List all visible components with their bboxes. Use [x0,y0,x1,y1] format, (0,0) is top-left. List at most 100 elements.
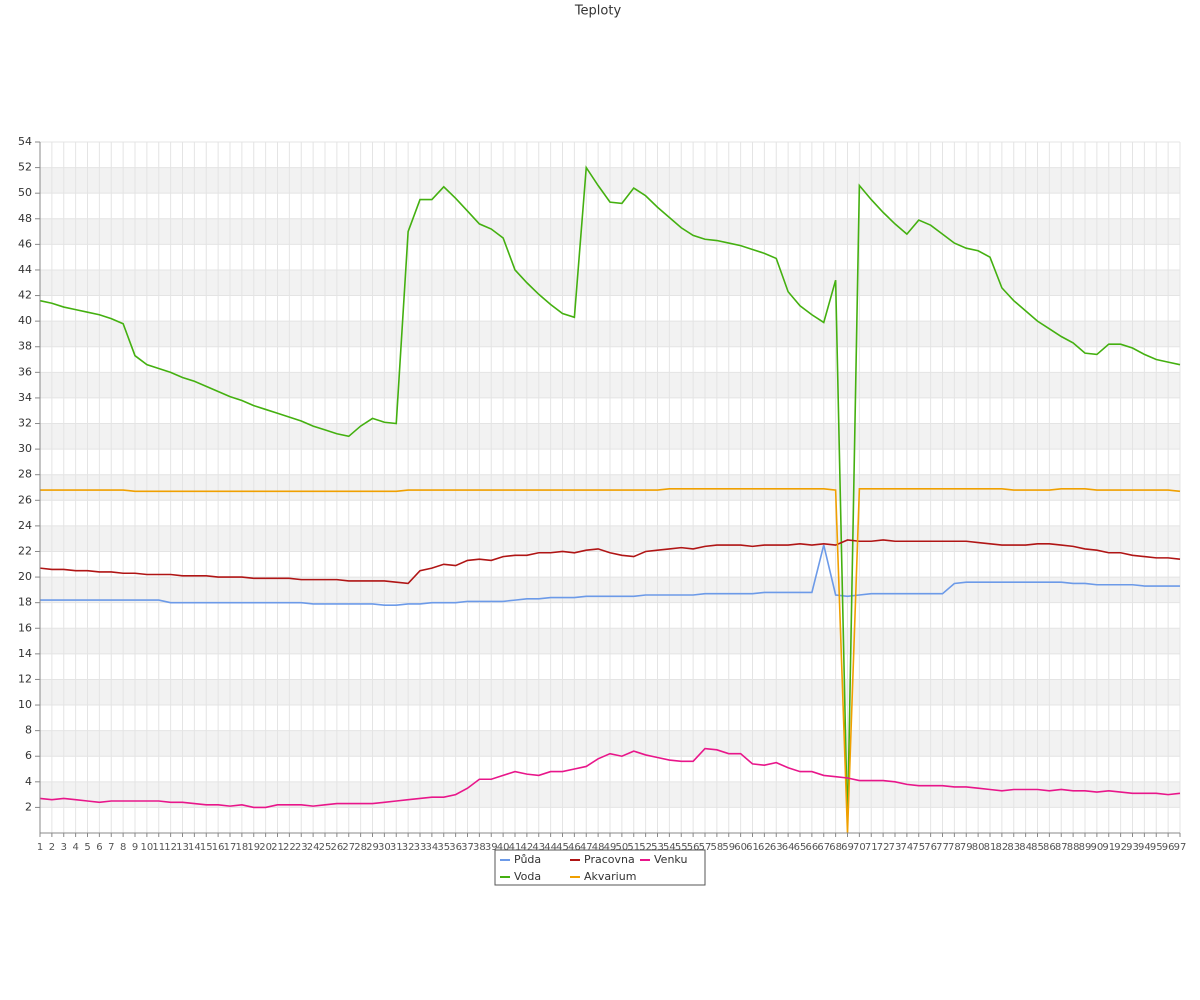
x-tick-label: 35 [437,842,450,853]
x-tick-label: 25 [319,842,332,853]
x-tick-label: 47 [580,842,593,853]
x-tick-label: 73 [889,842,902,853]
x-tick-label: 82 [996,842,1009,853]
y-tick-label: 50 [18,186,32,199]
x-tick-label: 5 [84,842,90,853]
x-tick-label: 15 [200,842,213,853]
x-tick-label: 86 [1043,842,1056,853]
x-tick-label: 43 [532,842,545,853]
x-tick-label: 54 [663,842,676,853]
y-tick-label: 52 [18,161,32,174]
x-tick-label: 94 [1138,842,1151,853]
x-tick-label: 26 [331,842,344,853]
x-tick-label: 29 [366,842,379,853]
x-tick-label: 14 [188,842,201,853]
x-tick-label: 42 [521,842,534,853]
y-tick-label: 18 [18,596,32,609]
x-tick-label: 70 [853,842,866,853]
x-tick-label: 80 [972,842,985,853]
x-tick-label: 44 [544,842,557,853]
y-tick-label: 34 [18,391,32,404]
y-tick-label: 28 [18,468,32,481]
x-tick-label: 11 [152,842,165,853]
x-tick-label: 19 [247,842,260,853]
y-tick-label: 20 [18,570,32,583]
x-tick-label: 87 [1055,842,1068,853]
x-tick-label: 3 [61,842,67,853]
y-tick-label: 54 [18,135,32,148]
x-tick-label: 32 [402,842,415,853]
x-tick-label: 90 [1091,842,1104,853]
series-line [40,487,1181,834]
x-tick-label: 10 [141,842,154,853]
x-tick-label: 34 [426,842,439,853]
y-tick-label: 40 [18,314,32,327]
y-tick-label: 36 [18,365,32,378]
y-tick-label: 6 [25,749,32,762]
x-tick-label: 9 [132,842,138,853]
legend-label: Akvarium [584,870,636,883]
x-tick-label: 31 [390,842,403,853]
y-tick-label: 12 [18,672,32,685]
x-tick-label: 68 [829,842,842,853]
x-tick-label: 93 [1126,842,1139,853]
x-tick-label: 6 [96,842,102,853]
x-tick-label: 56 [687,842,700,853]
x-tick-label: 76 [924,842,937,853]
x-tick-label: 12 [164,842,177,853]
x-tick-label: 40 [497,842,510,853]
x-tick-label: 7 [108,842,114,853]
x-tick-label: 8 [120,842,126,853]
x-tick-label: 77 [936,842,949,853]
x-tick-label: 59 [722,842,735,853]
y-tick-label: 26 [18,493,32,506]
x-tick-label: 41 [509,842,522,853]
x-tick-label: 24 [307,842,320,853]
series-line [40,544,1180,607]
x-tick-label: 71 [865,842,878,853]
x-tick-label: 62 [758,842,771,853]
legend-label: Půda [514,853,541,866]
series-line [39,747,1181,809]
x-tick-label: 22 [283,842,296,853]
x-tick-label: 1 [37,842,43,853]
y-tick-label: 46 [18,237,32,250]
x-tick-label: 55 [675,842,688,853]
chart-title: Teploty [574,4,622,19]
x-tick-label: 89 [1079,842,1092,853]
x-tick-label: 36 [449,842,462,853]
x-tick-label: 49 [604,842,617,853]
x-tick-label: 63 [770,842,783,853]
x-tick-label: 50 [616,842,629,853]
y-tick-label: 44 [18,263,32,276]
series-line [39,165,1181,827]
x-tick-label: 84 [1019,842,1032,853]
x-tick-label: 27 [342,842,355,853]
x-tick-label: 23 [295,842,308,853]
x-tick-label: 95 [1150,842,1163,853]
x-tick-label: 13 [176,842,189,853]
x-tick-label: 18 [236,842,249,853]
x-tick-label: 17 [224,842,237,853]
legend-label: Voda [514,870,541,883]
x-tick-label: 91 [1102,842,1115,853]
x-tick-label: 39 [485,842,498,853]
x-tick-label: 16 [212,842,225,853]
x-tick-label: 46 [568,842,581,853]
x-tick-label: 45 [556,842,569,853]
x-tick-label: 74 [901,842,914,853]
y-tick-label: 4 [25,775,32,788]
x-tick-label: 79 [960,842,973,853]
legend-label: Pracovna [584,853,635,866]
x-tick-label: 20 [259,842,272,853]
x-tick-label: 64 [782,842,795,853]
x-tick-label: 66 [806,842,819,853]
x-tick-label: 51 [627,842,640,853]
y-tick-label: 10 [18,698,32,711]
y-tick-label: 38 [18,340,32,353]
x-tick-label: 53 [651,842,664,853]
x-tick-label: 67 [817,842,830,853]
y-tick-label: 42 [18,289,32,302]
x-tick-label: 96 [1162,842,1175,853]
